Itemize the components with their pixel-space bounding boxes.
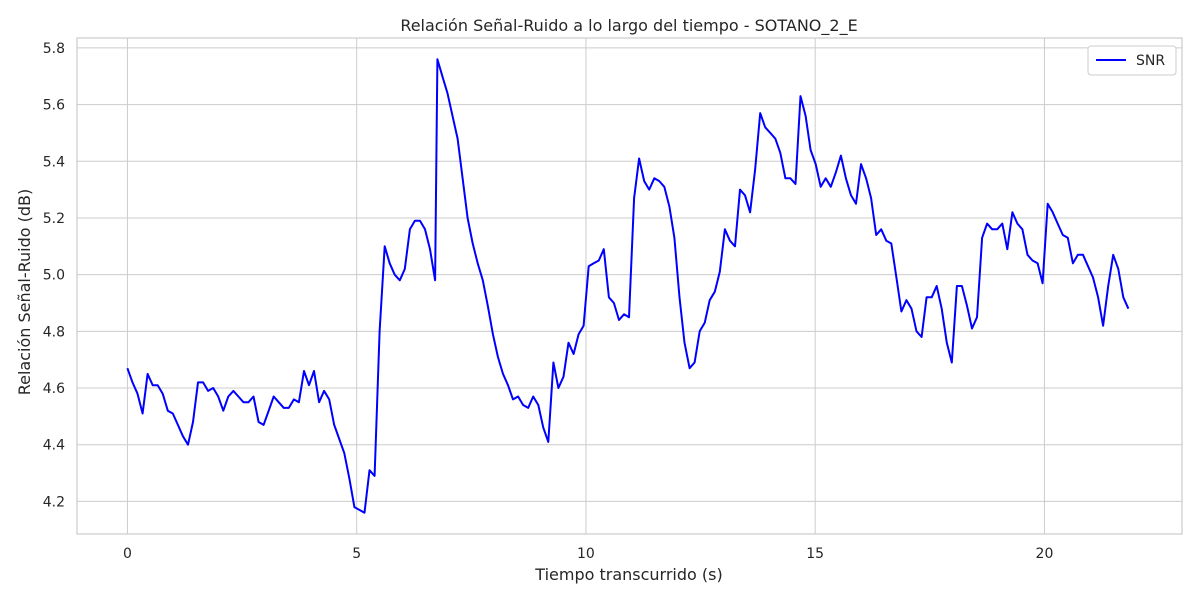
y-tick-label: 4.6 — [43, 381, 65, 397]
x-tick-label: 10 — [577, 546, 595, 562]
y-tick-label: 5.8 — [43, 41, 65, 57]
plot-area-frame — [76, 37, 1183, 535]
y-tick-label: 5.0 — [43, 268, 65, 284]
y-tick-label: 5.4 — [43, 154, 65, 170]
x-tick-label: 20 — [1036, 546, 1054, 562]
y-tick-label: 4.2 — [43, 494, 65, 510]
series-layer — [126, 58, 1130, 514]
legend-box — [1087, 45, 1177, 76]
y-tick-label: 4.4 — [43, 438, 65, 454]
y-tick-label: 5.6 — [43, 98, 65, 114]
legend: SNR — [1087, 45, 1177, 76]
chart-title: Relación Señal-Ruido a lo largo del tiem… — [400, 16, 857, 36]
y-tick-label: 4.8 — [43, 324, 65, 340]
legend-entry-snr: SNR — [1136, 53, 1165, 69]
y-tick-label: 5.2 — [43, 211, 65, 227]
y-axis-ticks: 4.2 4.4 4.6 4.8 5.0 5.2 5.4 5.6 5.8 — [43, 41, 65, 510]
x-tick-label: 0 — [123, 546, 132, 562]
x-axis-ticks: 0 5 10 15 20 — [123, 546, 1053, 562]
x-tick-label: 15 — [806, 546, 824, 562]
y-axis-label: Relación Señal-Ruido (dB) — [15, 189, 34, 396]
series-line-snr — [126, 58, 1130, 514]
grid-lines — [77, 38, 1182, 534]
x-axis-label: Tiempo transcurrido (s) — [534, 565, 722, 584]
x-tick-label: 5 — [352, 546, 361, 562]
